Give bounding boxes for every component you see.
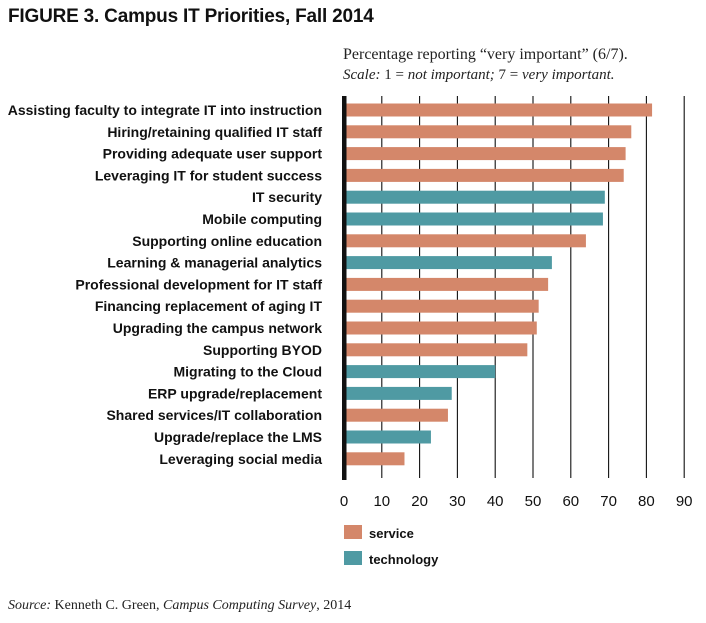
category-label-17: Leveraging social media — [159, 451, 322, 467]
bar-14 — [344, 386, 452, 400]
y-axis-line — [342, 96, 347, 480]
bar-5 — [344, 190, 605, 204]
x-tick-40: 40 — [487, 493, 504, 510]
category-label-1: Assisting faculty to integrate IT into i… — [8, 102, 322, 118]
bar-8 — [344, 256, 552, 270]
bar-17 — [344, 452, 405, 466]
x-tick-70: 70 — [600, 493, 617, 510]
category-label-16: Upgrade/replace the LMS — [154, 429, 322, 445]
category-label-4: Leveraging IT for student success — [95, 167, 322, 183]
scale-label: Scale: — [343, 67, 381, 83]
bar-9 — [344, 277, 549, 291]
bar-7 — [344, 234, 586, 248]
category-label-2: Hiring/retaining qualified IT staff — [107, 124, 322, 140]
x-tick-10: 10 — [373, 493, 390, 510]
bar-11 — [344, 321, 537, 335]
bar-6 — [344, 212, 603, 226]
x-tick-20: 20 — [411, 493, 428, 510]
category-label-13: Migrating to the Cloud — [173, 364, 322, 380]
x-tick-0: 0 — [340, 493, 348, 510]
bar-16 — [344, 430, 431, 444]
scale-seven: 7 = — [494, 67, 523, 83]
legend-label-technology: technology — [369, 552, 439, 567]
bar-4 — [344, 168, 624, 182]
bar-15 — [344, 408, 448, 422]
category-label-8: Learning & managerial analytics — [107, 255, 322, 271]
source-publication: Campus Computing Survey — [163, 598, 317, 613]
scale-seven-meaning: very important. — [522, 67, 615, 83]
figure-title: FIGURE 3. Campus IT Priorities, Fall 201… — [8, 6, 374, 27]
source-year: , 2014 — [316, 598, 352, 613]
category-labels: Assisting faculty to integrate IT into i… — [8, 102, 323, 467]
x-tick-80: 80 — [638, 493, 655, 510]
x-tick-50: 50 — [525, 493, 542, 510]
legend-swatch-technology — [344, 551, 362, 565]
category-label-7: Supporting online education — [132, 233, 322, 249]
scale-one-meaning: not important; — [407, 67, 495, 83]
bar-10 — [344, 299, 539, 313]
category-label-3: Providing adequate user support — [103, 146, 323, 162]
category-label-6: Mobile computing — [202, 211, 322, 227]
x-axis-ticks: 0 10 20 30 40 50 60 70 80 90 — [340, 493, 693, 510]
bar-3 — [344, 147, 626, 161]
x-tick-90: 90 — [676, 493, 693, 510]
chart-subtitle: Percentage reporting “very important” (6… — [343, 46, 628, 63]
chart-scale-note: Scale: 1 = not important; 7 = very impor… — [343, 67, 615, 84]
category-label-12: Supporting BYOD — [203, 342, 322, 358]
source-author: Kenneth C. Green, — [51, 598, 163, 613]
bar-13 — [344, 365, 496, 379]
source-label: Source: — [8, 598, 52, 613]
category-label-10: Financing replacement of aging IT — [95, 298, 323, 314]
legend-label-service: service — [369, 526, 414, 541]
category-label-11: Upgrading the campus network — [113, 320, 322, 336]
x-tick-30: 30 — [449, 493, 466, 510]
legend-swatch-service — [344, 525, 362, 539]
source-note: Source: Kenneth C. Green, Campus Computi… — [8, 598, 351, 614]
category-label-5: IT security — [252, 189, 322, 205]
bar-2 — [344, 125, 632, 139]
bar-1 — [344, 103, 653, 117]
bar-12 — [344, 343, 528, 357]
scale-one: 1 = — [384, 67, 408, 83]
category-label-15: Shared services/IT collaboration — [106, 407, 322, 423]
legend: service technology — [344, 525, 439, 567]
bars — [344, 103, 653, 466]
category-label-14: ERP upgrade/replacement — [148, 385, 322, 401]
x-tick-60: 60 — [562, 493, 579, 510]
category-label-9: Professional development for IT staff — [75, 276, 322, 292]
